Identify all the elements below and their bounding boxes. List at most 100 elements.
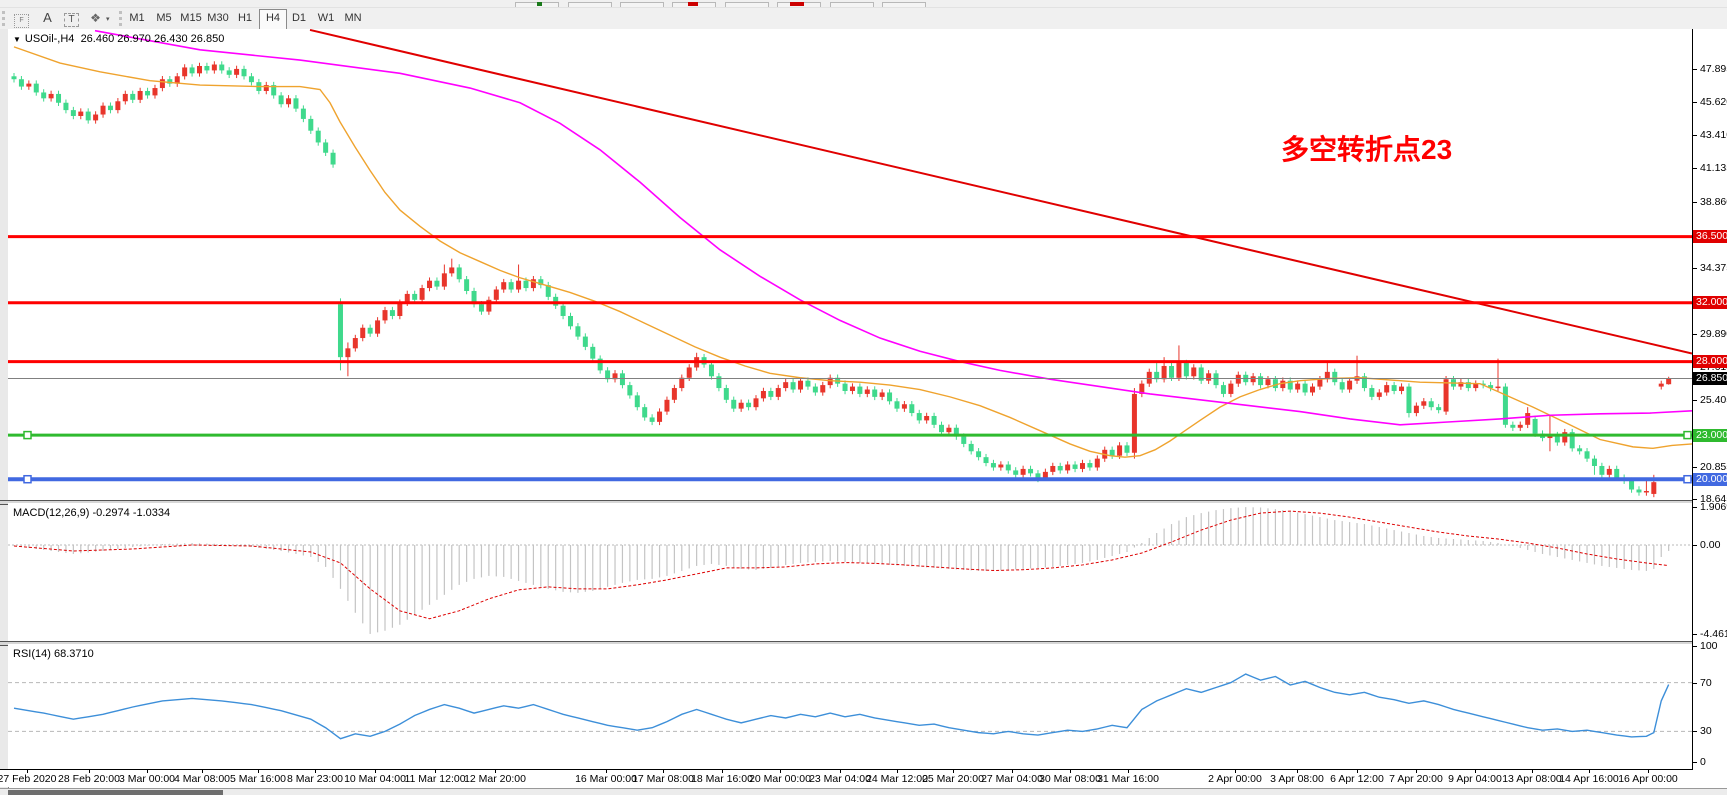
date-label: 2 Apr 00:00 — [1208, 773, 1262, 785]
toolbar-grip[interactable] — [2, 11, 9, 26]
timeframe-button-w1[interactable]: W1 — [317, 12, 335, 24]
timeframe-button-m15[interactable]: M15 — [180, 12, 202, 24]
date-tick — [1357, 769, 1358, 773]
date-tick — [258, 769, 259, 773]
date-tick — [1589, 769, 1590, 773]
price-tick-label: 38.860 — [1700, 195, 1727, 208]
clipped-toolbar-glyph — [790, 2, 804, 6]
clipped-toolbar-glyph — [537, 2, 542, 6]
date-tick — [606, 769, 607, 773]
price-tick-label: 29.890 — [1700, 327, 1727, 340]
rsi-tick-label: 0 — [1700, 756, 1706, 768]
rsi-tick-label-tick — [1693, 646, 1697, 647]
chart-title[interactable]: ▼ USOil-,H4 26.460 26.970 26.430 26.850 — [13, 33, 224, 45]
date-label: 3 Apr 08:00 — [1270, 773, 1324, 785]
timeframe-button-m30[interactable]: M30 — [207, 12, 229, 24]
date-label: 9 Apr 04:00 — [1448, 773, 1502, 785]
macd-pane[interactable] — [8, 503, 1692, 641]
clipped-toolbar-button — [620, 2, 664, 7]
price-pane[interactable] — [8, 29, 1692, 500]
date-tick — [780, 769, 781, 773]
hline-price-badge: 32.000 — [1693, 296, 1727, 310]
date-label: 16 Mar 00:00 — [575, 773, 637, 785]
ohlc-values: 26.460 26.970 26.430 26.850 — [80, 33, 225, 45]
timeframe-button-h4[interactable]: H4 — [259, 9, 287, 30]
clipped-toolbar-button — [830, 2, 874, 7]
macd-tick-label: 0.00 — [1700, 539, 1721, 551]
text-box-icon[interactable]: T — [62, 9, 81, 27]
grid-f-glyph: F — [14, 14, 29, 28]
date-tick — [89, 769, 90, 773]
rsi-tick-label: 100 — [1700, 640, 1718, 652]
date-tick — [315, 769, 316, 773]
date-axis[interactable]: 27 Feb 2020 28 Feb 20:00 3 Mar 00:00 4 Mar … — [0, 769, 1727, 787]
macd-tick-label-tick — [1693, 633, 1697, 635]
shapes-icon[interactable]: ❖ — [90, 11, 101, 25]
date-tick — [722, 769, 723, 773]
price-tick-label-tick — [1693, 102, 1697, 104]
date-tick — [375, 769, 376, 773]
chart-annotation-text[interactable]: 多空转折点23 — [1281, 134, 1453, 165]
price-tick-label: 43.410 — [1700, 128, 1727, 141]
timeframe-button-m5[interactable]: M5 — [156, 12, 172, 24]
price-tick-label-tick — [1693, 69, 1697, 70]
clipped-toolbar-button — [725, 2, 769, 7]
date-tick — [1648, 769, 1649, 773]
price-tick-label-tick — [1693, 499, 1697, 501]
macd-tick-label-tick — [1693, 506, 1697, 508]
date-tick — [1475, 769, 1476, 773]
date-label: 25 Mar 20:00 — [922, 773, 984, 785]
hline-price-badge: 36.500 — [1693, 230, 1727, 244]
price-tick-label: 25.405 — [1700, 393, 1727, 406]
timeframe-button-m1[interactable]: M1 — [129, 12, 145, 24]
rsi-tick-label-tick — [1693, 731, 1697, 733]
timeframe-button-mn[interactable]: MN — [344, 12, 362, 24]
date-label: 6 Apr 12:00 — [1330, 773, 1384, 785]
rsi-pane[interactable] — [8, 644, 1692, 769]
price-tick-label-tick — [1693, 201, 1697, 203]
date-tick — [953, 769, 954, 773]
scrollbar-thumb[interactable] — [8, 790, 223, 795]
date-label: 24 Mar 12:00 — [866, 773, 928, 785]
date-label: 5 Mar 16:00 — [229, 773, 287, 785]
top-clipped-toolbar — [0, 0, 1727, 8]
timeframe-button-d1[interactable]: D1 — [291, 12, 307, 24]
symbol-dropdown-icon[interactable]: ▼ — [13, 35, 21, 44]
date-label: 10 Mar 04:00 — [344, 773, 406, 785]
toolbar: F A T ❖ ▾ M1 M5 M15 M30 H1 H4 D1 W1 MN — [0, 8, 1727, 30]
price-tick-label-tick — [1693, 399, 1697, 401]
date-label: 18 Mar 16:00 — [691, 773, 753, 785]
date-label: 28 Feb 20:00 — [58, 773, 120, 785]
date-label: 4 Mar 08:00 — [173, 773, 231, 785]
price-tick-label-tick — [1693, 134, 1697, 136]
date-tick — [1416, 769, 1417, 773]
shapes-caret-icon[interactable]: ▾ — [106, 16, 110, 23]
date-label: 27 Feb 2020 — [0, 773, 57, 785]
date-tick — [1128, 769, 1129, 773]
date-label: 7 Apr 20:00 — [1389, 773, 1443, 785]
price-tick-label: 45.620 — [1700, 96, 1727, 109]
macd-tick-label-tick — [1693, 545, 1697, 546]
date-label: 23 Mar 04:00 — [809, 773, 871, 785]
timeframe-button-h1[interactable]: H1 — [237, 12, 253, 24]
rsi-label: RSI(14) 68.3710 — [13, 648, 94, 660]
date-label: 20 Mar 00:00 — [749, 773, 811, 785]
price-axis[interactable]: 47.895 45.620 43.410 41.135 38.860 34.375 29.8… — [1692, 29, 1727, 770]
rsi-tick-label-tick — [1693, 682, 1697, 684]
date-tick — [840, 769, 841, 773]
date-tick — [1532, 769, 1533, 773]
rsi-bottom-border — [0, 769, 1692, 770]
price-tick-label: 34.375 — [1700, 261, 1727, 274]
price-tick-label-tick — [1693, 267, 1697, 269]
symbol-period-label: USOil-,H4 — [24, 33, 75, 45]
date-tick — [663, 769, 664, 773]
horizontal-scrollbar[interactable] — [0, 788, 1727, 795]
macd-tick-label: 1.9069 — [1700, 500, 1727, 513]
text-label-icon[interactable]: A — [43, 10, 52, 25]
text-box-glyph: T — [64, 13, 79, 27]
date-tick — [1297, 769, 1298, 773]
grid-f-icon[interactable]: F — [12, 9, 31, 28]
timeframe-grip[interactable] — [119, 11, 126, 26]
date-label: 11 Mar 12:00 — [404, 773, 466, 785]
date-tick — [897, 769, 898, 773]
